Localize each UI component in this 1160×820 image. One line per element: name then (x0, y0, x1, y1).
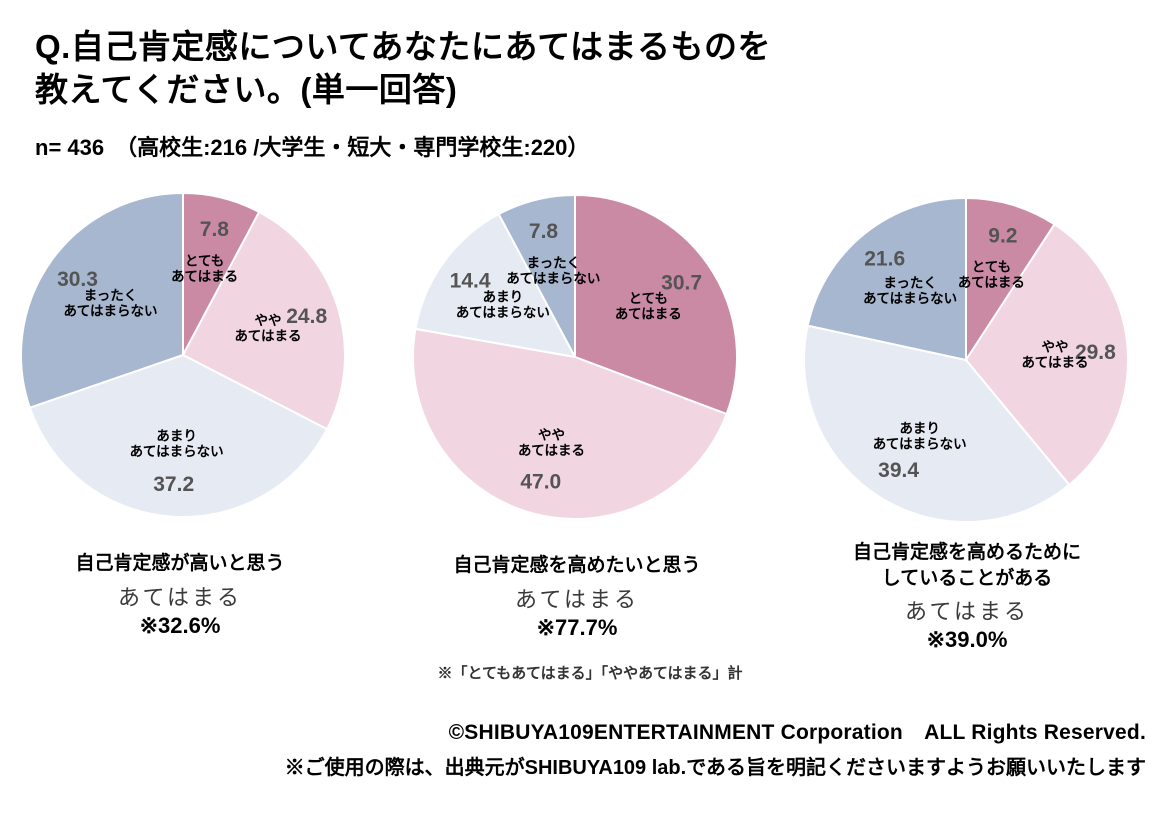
pie-slice (806, 197, 967, 361)
chart-caption-1: 自己肯定感が高いと思う あてはまる ※32.6% (20, 551, 340, 639)
chart-caption-3: 自己肯定感を高めるために していることがある あてはまる ※39.0% (792, 540, 1142, 653)
slice-category-label: まったくあてはまらない (863, 275, 957, 306)
slice-value-label: 9.2 (988, 224, 1017, 247)
pie-slice (965, 197, 1056, 361)
slice-value-label: 21.6 (864, 248, 905, 271)
slice-category-label: まったくあてはまらない (506, 255, 600, 285)
slice-category-label: ややあてはまる (235, 313, 302, 344)
slice-category-label: とてもあてはまる (171, 253, 238, 283)
slice-category-label: ややあてはまる (518, 428, 585, 459)
caption-title: 自己肯定感を高めるために していることがある (852, 542, 1081, 589)
pie-slice (574, 194, 738, 416)
slice-category-label: あまりあてはまらない (456, 289, 550, 320)
slice-value-label: 14.4 (450, 269, 491, 292)
slice-category-label: とてもあてはまる (615, 291, 682, 322)
calculation-footnote: ※「とてもあてはまる」「ややあてはまる」計 (437, 665, 743, 682)
caption-title: 自己肯定感が高いと思う (75, 553, 285, 574)
pie-slice (28, 354, 329, 518)
caption-summary-label: あてはまる (117, 585, 243, 611)
caption-title: 自己肯定感を高めたいと思う (453, 555, 701, 576)
slice-value-label: 29.8 (1075, 341, 1116, 364)
pie-slice (412, 327, 728, 520)
caption-summary-label: あてはまる (904, 600, 1030, 626)
chart-caption-2: 自己肯定感を高めたいと思う あてはまる ※77.7% (412, 553, 742, 641)
slice-value-label: 30.3 (57, 268, 98, 291)
slice-category-label: ややあてはまる (1022, 340, 1089, 371)
slice-value-label: 47.0 (520, 471, 561, 494)
slice-value-label: 30.7 (661, 272, 702, 295)
slice-category-label: あまりあてはまらない (130, 429, 224, 460)
caption-summary-label: あてはまる (514, 587, 640, 613)
sample-size: n= 436 （高校生:216 /大学生・短大・専門学校生:220） (35, 135, 590, 160)
caption-summary-value: ※39.0% (926, 627, 1008, 653)
copyright-line: ©SHIBUYA109ENTERTAINMENT Corporation ALL… (448, 721, 1146, 744)
pie-slice (20, 192, 184, 409)
slice-category-label: とてもあてはまる (958, 259, 1025, 290)
slice-value-label: 7.8 (200, 218, 230, 241)
pie-slice (965, 223, 1129, 486)
caption-summary-value: ※32.6% (139, 612, 221, 638)
caption-summary-value: ※77.7% (536, 614, 618, 640)
pie-slice (414, 213, 576, 358)
slice-value-label: 39.4 (878, 459, 919, 482)
slice-value-label: 7.8 (529, 220, 559, 243)
page-title: Q.自己肯定感についてあなたにあてはまるものを 教えてください。(単一回答) (35, 28, 772, 108)
slice-value-label: 24.8 (286, 305, 327, 328)
pie-slice (803, 324, 1071, 523)
slice-value-label: 37.2 (153, 473, 194, 496)
pie-slice (497, 194, 576, 358)
slice-category-label: まったくあてはまらない (64, 288, 158, 319)
usage-notice-line: ※ご使用の際は、出典元がSHIBUYA109 lab.である旨を明記くださいます… (284, 757, 1146, 779)
slice-category-label: あまりあてはまらない (873, 421, 967, 452)
